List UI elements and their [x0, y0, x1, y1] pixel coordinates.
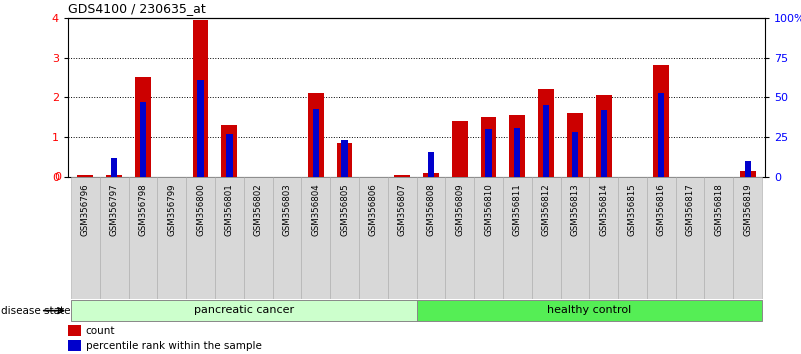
Text: GSM356802: GSM356802	[254, 183, 263, 236]
Bar	[445, 177, 474, 299]
Bar	[543, 105, 549, 177]
Bar	[452, 121, 468, 177]
Bar	[654, 65, 669, 177]
Bar	[428, 152, 434, 177]
Bar	[601, 110, 607, 177]
Bar	[744, 161, 751, 177]
Bar	[590, 177, 618, 299]
Bar	[71, 300, 417, 321]
Bar	[341, 140, 348, 177]
Bar	[514, 127, 521, 177]
Bar	[740, 171, 755, 177]
Bar	[140, 102, 146, 177]
Bar	[186, 177, 215, 299]
Bar	[301, 177, 330, 299]
Text: GSM356817: GSM356817	[686, 183, 694, 236]
Bar	[481, 117, 497, 177]
Text: GSM356804: GSM356804	[312, 183, 320, 236]
Bar	[244, 177, 272, 299]
Bar	[503, 177, 532, 299]
Bar	[532, 177, 561, 299]
Text: GSM356809: GSM356809	[455, 183, 465, 236]
Bar	[676, 177, 705, 299]
Text: GSM356798: GSM356798	[139, 183, 147, 236]
Text: healthy control: healthy control	[547, 305, 631, 315]
Bar	[111, 158, 117, 177]
Bar	[308, 93, 324, 177]
Text: GSM356808: GSM356808	[426, 183, 436, 236]
Bar	[618, 177, 647, 299]
Bar	[561, 177, 590, 299]
Text: GSM356799: GSM356799	[167, 183, 176, 236]
Bar	[71, 177, 100, 299]
Bar	[157, 177, 186, 299]
Bar	[388, 177, 417, 299]
Text: GSM356810: GSM356810	[484, 183, 493, 236]
Text: GSM356813: GSM356813	[570, 183, 579, 236]
Bar	[272, 177, 301, 299]
Text: GDS4100 / 230635_at: GDS4100 / 230635_at	[68, 2, 206, 15]
Bar	[128, 177, 157, 299]
Text: percentile rank within the sample: percentile rank within the sample	[86, 341, 261, 351]
Bar	[215, 177, 244, 299]
Bar	[221, 125, 237, 177]
Bar	[417, 300, 762, 321]
Bar	[572, 132, 578, 177]
Bar	[135, 78, 151, 177]
Bar	[312, 108, 319, 177]
Text: GSM356812: GSM356812	[541, 183, 550, 236]
Bar	[68, 340, 81, 352]
Bar	[538, 89, 554, 177]
Text: GSM356796: GSM356796	[81, 183, 90, 236]
Text: disease state: disease state	[1, 306, 70, 316]
Bar	[705, 177, 733, 299]
Bar	[474, 177, 503, 299]
Text: GSM356801: GSM356801	[225, 183, 234, 236]
Text: GSM356805: GSM356805	[340, 183, 349, 236]
Bar	[423, 173, 439, 177]
Bar	[197, 80, 203, 177]
Bar	[567, 113, 583, 177]
Bar	[78, 175, 93, 177]
Text: count: count	[86, 326, 115, 336]
Text: GSM356814: GSM356814	[599, 183, 608, 236]
Text: GSM356803: GSM356803	[283, 183, 292, 236]
Bar	[394, 175, 410, 177]
Bar	[330, 177, 359, 299]
Text: GSM356797: GSM356797	[110, 183, 119, 236]
Bar	[647, 177, 676, 299]
Text: GSM356819: GSM356819	[743, 183, 752, 236]
Bar	[192, 20, 208, 177]
Bar	[485, 129, 492, 177]
Bar	[100, 177, 128, 299]
Text: GSM356811: GSM356811	[513, 183, 521, 236]
Bar	[509, 115, 525, 177]
Text: GSM356800: GSM356800	[196, 183, 205, 236]
Text: pancreatic cancer: pancreatic cancer	[194, 305, 294, 315]
Bar	[107, 175, 122, 177]
Text: GSM356806: GSM356806	[368, 183, 378, 236]
Bar	[68, 325, 81, 336]
Bar	[336, 143, 352, 177]
Text: GSM356815: GSM356815	[628, 183, 637, 236]
Text: 0: 0	[54, 172, 61, 182]
Bar	[733, 177, 762, 299]
Bar	[417, 177, 445, 299]
Text: GSM356818: GSM356818	[714, 183, 723, 236]
Text: GSM356816: GSM356816	[657, 183, 666, 236]
Bar	[658, 92, 665, 177]
Text: GSM356807: GSM356807	[397, 183, 407, 236]
Bar	[596, 95, 612, 177]
Bar	[226, 134, 232, 177]
Bar	[359, 177, 388, 299]
